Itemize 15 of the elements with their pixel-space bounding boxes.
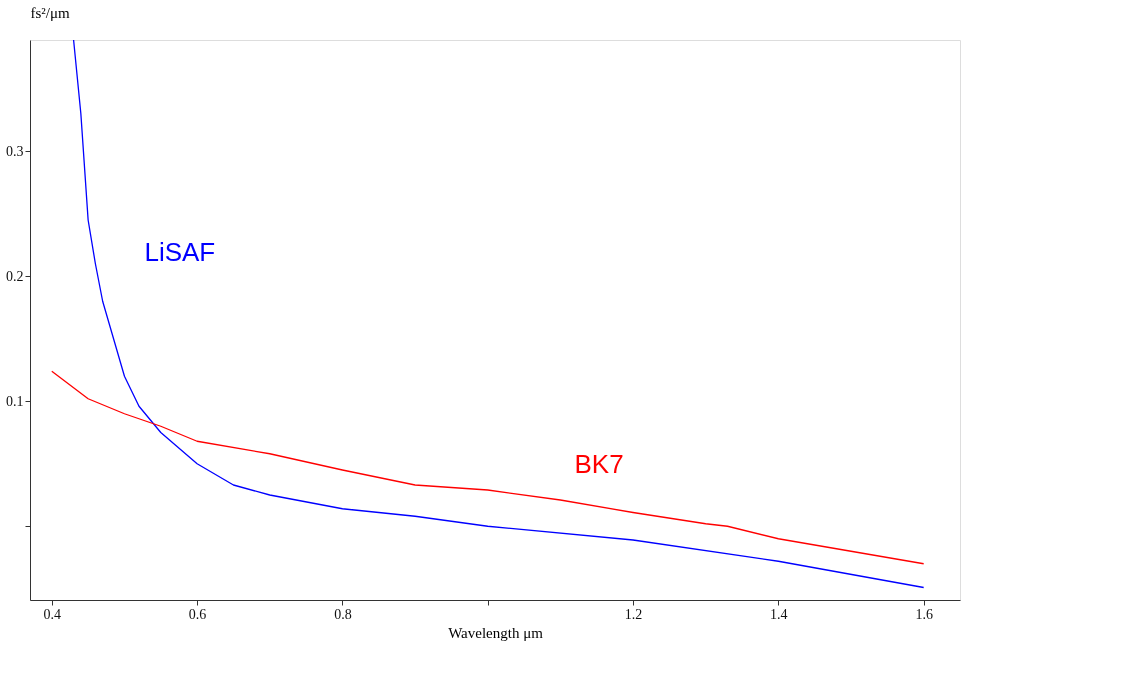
y-tick-label: 0.1 <box>6 393 24 409</box>
series-label: LiSAF <box>144 237 216 268</box>
x-tick-label: 0.4 <box>43 606 62 622</box>
line-series <box>72 39 925 589</box>
x-tick-label: 0.6 <box>188 606 207 622</box>
x-tick-label: 1.4 <box>770 606 788 622</box>
line-series <box>51 370 925 565</box>
x-axis-title: Wavelength μm <box>448 624 544 641</box>
series-label: BK7 <box>574 448 624 479</box>
y-axis-title: fs²/μm <box>30 4 71 21</box>
y-tick-label: 0.3 <box>6 143 24 159</box>
y-tick-label: 0.2 <box>6 268 24 284</box>
x-tick-label: 1.2 <box>624 606 643 622</box>
x-tick-label: 1.6 <box>915 606 933 622</box>
x-tick-label: 0.8 <box>334 606 352 622</box>
